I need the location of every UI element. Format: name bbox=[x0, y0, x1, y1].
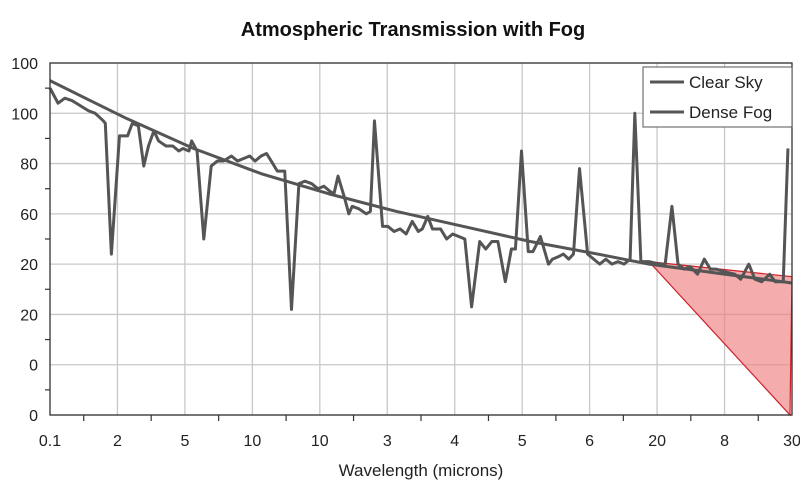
shaded-region bbox=[647, 260, 793, 417]
y-tick-label: 80 bbox=[20, 157, 38, 174]
x-tick-label: 3 bbox=[383, 433, 392, 450]
x-tick-label: 30 bbox=[783, 433, 800, 450]
x-tick-label: 10 bbox=[311, 433, 329, 450]
y-axis: 0 0 20 20 60 80 100 100 bbox=[11, 56, 50, 425]
y-tick-label: 20 bbox=[20, 257, 38, 274]
y-tick-label: 0 bbox=[29, 408, 38, 425]
x-tick-label: 5 bbox=[518, 433, 527, 450]
series-line-dense-fog bbox=[48, 87, 790, 311]
x-tick-label: 0.1 bbox=[39, 433, 61, 450]
x-tick-label: 8 bbox=[720, 433, 729, 450]
x-tick-label: 6 bbox=[585, 433, 594, 450]
series-group bbox=[48, 79, 793, 311]
y-tick-label: 20 bbox=[20, 307, 38, 324]
y-tick-label: 100 bbox=[11, 106, 38, 123]
grid bbox=[50, 62, 792, 416]
x-tick-label: 5 bbox=[180, 433, 189, 450]
x-tick-label: 2 bbox=[113, 433, 122, 450]
x-tick-label: 4 bbox=[450, 433, 459, 450]
legend-box bbox=[642, 66, 793, 128]
y-tick-label: 0 bbox=[29, 358, 38, 375]
x-axis-label: Wavelength (microns) bbox=[339, 461, 504, 480]
legend-label-dense-fog: Dense Fog bbox=[689, 103, 772, 122]
series-line-clear-sky bbox=[49, 79, 793, 285]
legend: Clear Sky Dense Fog bbox=[642, 66, 793, 128]
chart-title: Atmospheric Transmission with Fog bbox=[241, 19, 586, 41]
x-axis: 0.1 2 5 10 10 3 4 5 6 20 8 30 bbox=[39, 415, 800, 450]
legend-label-clear-sky: Clear Sky bbox=[689, 73, 763, 92]
y-tick-label: 60 bbox=[20, 207, 38, 224]
x-tick-label: 10 bbox=[243, 433, 261, 450]
y-tick-label: 100 bbox=[11, 56, 38, 73]
x-tick-label: 20 bbox=[648, 433, 666, 450]
